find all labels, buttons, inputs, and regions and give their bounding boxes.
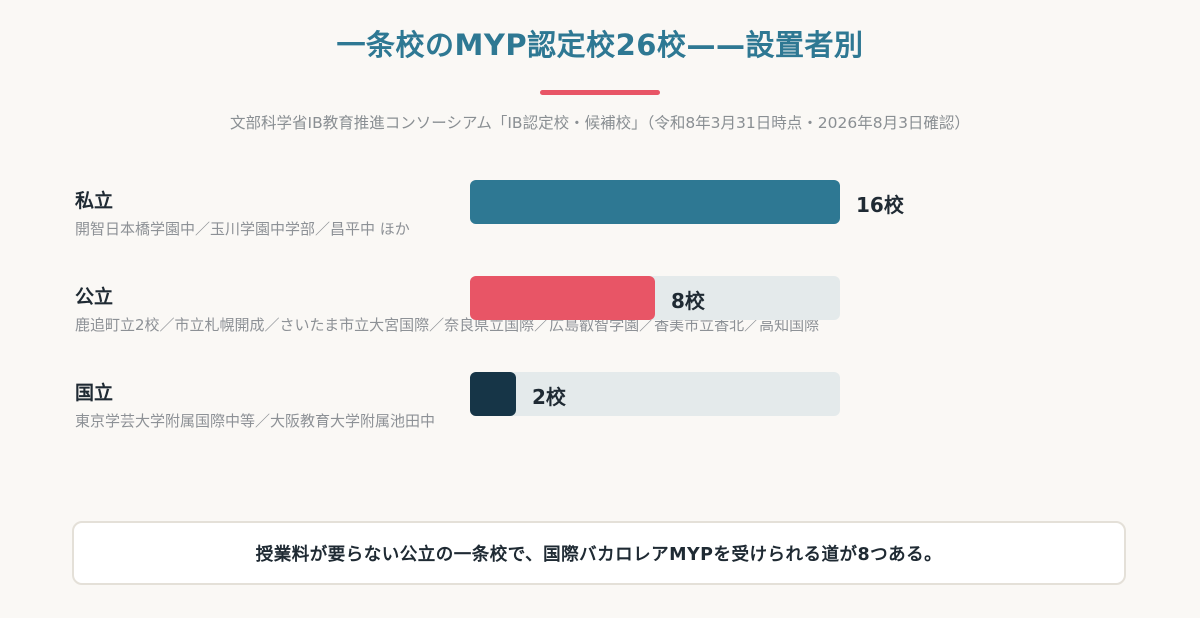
category-label: 国立 <box>75 382 114 404</box>
category-description: 開智日本橋学園中／玉川学園中学部／昌平中 ほか <box>75 220 410 238</box>
callout-text: 授業料が要らない公立の一条校で、国際バカロレアMYPを受けられる道が8つある。 <box>255 544 943 565</box>
bar-track <box>470 372 840 416</box>
bar <box>470 372 516 416</box>
chart-subtitle: 文部科学省IB教育推進コンソーシアム「IB認定校・候補校」（令和8年3月31日時… <box>230 114 970 132</box>
bar-value-label: 16校 <box>856 193 904 217</box>
bar <box>470 276 655 320</box>
bar <box>470 180 840 224</box>
category-label: 公立 <box>75 286 114 308</box>
category-label: 私立 <box>75 190 114 212</box>
chart-title: 一条校のMYP認定校26校——設置者別 <box>336 28 864 62</box>
bar-value-label: 8校 <box>671 289 705 313</box>
callout-box: 授業料が要らない公立の一条校で、国際バカロレアMYPを受けられる道が8つある。 <box>72 521 1126 585</box>
bar-value-label: 2校 <box>532 385 566 409</box>
title-underline <box>540 90 660 95</box>
category-description: 東京学芸大学附属国際中等／大阪教育大学附属池田中 <box>75 412 436 430</box>
category-description: 鹿追町立2校／市立札幌開成／さいたま市立大宮国際／奈良県立国際／広島叡智学園／香… <box>75 316 820 334</box>
